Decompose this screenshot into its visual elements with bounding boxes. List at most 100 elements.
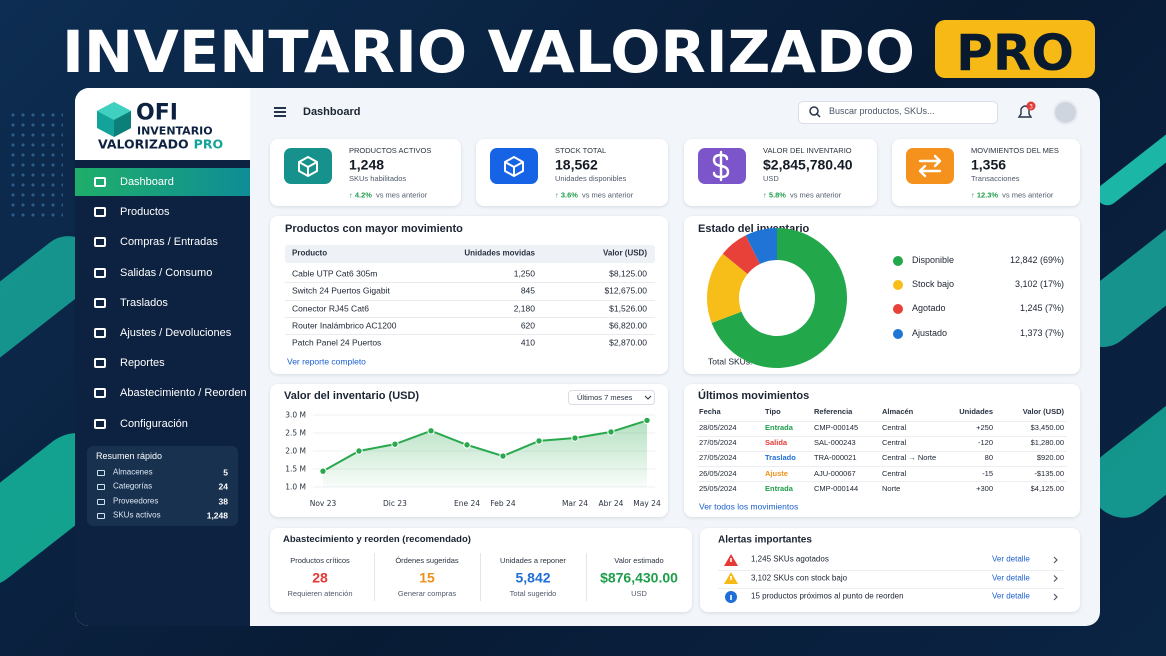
alert-link[interactable]: Ver detalle bbox=[992, 573, 1030, 583]
table-cell: Central bbox=[882, 438, 907, 448]
summary-value: 24 bbox=[218, 481, 228, 492]
legend-dot bbox=[893, 304, 903, 315]
table-cell: 26/05/2024 bbox=[699, 468, 737, 478]
menu-item[interactable]: Salidas / Consumo bbox=[120, 266, 213, 279]
table-cell: $1,526.00 bbox=[609, 302, 647, 313]
menu-item[interactable]: Reportes bbox=[120, 357, 165, 370]
table-cell: 27/05/2024 bbox=[699, 453, 737, 463]
filter-label[interactable]: Últimos 7 meses bbox=[577, 392, 633, 402]
summary-icon bbox=[97, 470, 105, 476]
menu-icon bbox=[94, 237, 106, 248]
legend-label: Disponible bbox=[912, 255, 955, 266]
legend-label: Stock bajo bbox=[912, 279, 955, 290]
search-placeholder[interactable]: Buscar productos, SKUs... bbox=[829, 106, 935, 117]
table-cell: -$135.00 bbox=[1034, 468, 1064, 478]
metric-sub: Requieren atención bbox=[287, 588, 353, 598]
menu-icon bbox=[94, 388, 106, 399]
alert-link[interactable]: Ver detalle bbox=[992, 554, 1030, 564]
table-cell: Central → Norte bbox=[882, 453, 937, 463]
table-cell: 2,180 bbox=[513, 302, 535, 313]
alert-text: 1,245 SKUs agotados bbox=[751, 554, 829, 564]
table-cell: $6,820.00 bbox=[609, 320, 647, 331]
alert-link[interactable]: Ver detalle bbox=[992, 591, 1030, 601]
decor-dots bbox=[8, 110, 63, 220]
decor-stripe bbox=[1092, 112, 1166, 210]
logo-text: VALORIZADO bbox=[98, 136, 189, 152]
kpi-value: 1,248 bbox=[349, 156, 385, 173]
table-cell: Patch Panel 24 Puertos bbox=[292, 337, 382, 348]
top-products-card bbox=[270, 216, 668, 374]
kpi-label: STOCK TOTAL bbox=[555, 145, 607, 155]
kpi-delta-value: ↑ 4.2% bbox=[349, 190, 372, 200]
table-cell: SAL-000243 bbox=[814, 438, 856, 448]
table-cell: Router Inalámbrico AC1200 bbox=[292, 320, 397, 331]
metric-sub: Total sugerido bbox=[509, 588, 557, 598]
row-divider bbox=[285, 282, 655, 284]
legend-label: Agotado bbox=[912, 303, 946, 314]
kpi-label: VALOR DEL INVENTARIO bbox=[763, 145, 852, 155]
alert-text: 3,102 SKUs con stock bajo bbox=[751, 573, 848, 583]
logo-line1: INVENTARIO bbox=[137, 124, 213, 138]
legend-value: 1,245 (7%) bbox=[1019, 303, 1064, 314]
menu-item[interactable]: Abastecimiento / Reorden bbox=[120, 387, 247, 400]
logo-brand: OFI bbox=[136, 100, 178, 126]
link[interactable]: Ver reporte completo bbox=[287, 356, 366, 367]
menu-icon bbox=[94, 207, 106, 218]
hamburger-line bbox=[274, 115, 286, 117]
menu-item[interactable]: Productos bbox=[120, 206, 170, 219]
menu-item[interactable]: Ajustes / Devoluciones bbox=[120, 326, 232, 339]
alert-text: 15 productos próximos al punto de reorde… bbox=[751, 591, 904, 601]
legend-value: 12,842 (69%) bbox=[1009, 255, 1064, 266]
card-title: Alertas importantes bbox=[718, 534, 812, 546]
hamburger-line bbox=[274, 107, 286, 109]
legend-dot bbox=[893, 280, 903, 291]
table-cell: $8,125.00 bbox=[609, 268, 647, 279]
row-divider bbox=[285, 316, 655, 318]
kpi-icon-bg bbox=[490, 148, 538, 184]
table-cell: 28/05/2024 bbox=[699, 422, 737, 432]
kpi-value: 1,356 bbox=[971, 156, 1007, 173]
table-header: Unidades bbox=[959, 406, 993, 416]
hamburger-line bbox=[274, 111, 286, 113]
table-header: Valor (USD) bbox=[602, 248, 647, 258]
kpi-sub: SKUs habilitados bbox=[349, 173, 407, 183]
row-divider bbox=[285, 299, 655, 301]
kpi-delta-note: vs mes anterior bbox=[789, 190, 842, 200]
menu-icon bbox=[94, 418, 106, 429]
status-card bbox=[684, 216, 1080, 374]
table-cell: Cable UTP Cat6 305m bbox=[292, 268, 378, 279]
table-cell: +250 bbox=[976, 422, 993, 432]
menu-item[interactable]: Dashboard bbox=[120, 175, 174, 188]
menu-item[interactable]: Compras / Entradas bbox=[120, 236, 218, 249]
kpi-sub: USD bbox=[763, 173, 779, 183]
menu-icon bbox=[94, 297, 106, 308]
menu-item[interactable]: Configuración bbox=[120, 417, 188, 430]
table-header: Valor (USD) bbox=[1022, 406, 1064, 416]
summary-label: SKUs activos bbox=[113, 510, 161, 520]
table-cell: 25/05/2024 bbox=[699, 483, 737, 493]
total-label: Total SKUs: 18,562 bbox=[708, 356, 781, 367]
kpi-delta: ↑ 4.2% vs mes anterior bbox=[349, 191, 427, 200]
kpi-delta-value: ↑ 3.6% bbox=[555, 190, 578, 200]
table-cell: 80 bbox=[984, 453, 993, 463]
menu-icon bbox=[94, 177, 106, 187]
link[interactable]: Ver todos los movimientos bbox=[699, 501, 799, 512]
summary-value: 38 bbox=[218, 496, 228, 507]
menu-item[interactable]: Traslados bbox=[120, 296, 168, 309]
table-cell: Entrada bbox=[765, 422, 793, 432]
table-cell: 1,250 bbox=[513, 268, 535, 279]
metric-label: Unidades a reponer bbox=[500, 555, 566, 565]
table-header: Almacén bbox=[882, 406, 914, 416]
table-cell: CMP-000145 bbox=[814, 422, 859, 432]
summary-label: Almacenes bbox=[113, 467, 153, 477]
row-divider bbox=[697, 435, 1067, 437]
kpi-delta-value: ↑ 12.3% bbox=[971, 190, 999, 200]
table-cell: Salida bbox=[765, 438, 788, 448]
page-title: Dashboard bbox=[303, 105, 361, 118]
kpi-label: MOVIMIENTOS DEL MES bbox=[971, 145, 1059, 155]
metric-value: 5,842 bbox=[515, 569, 551, 586]
search-box bbox=[798, 101, 998, 124]
card-title: Productos con mayor movimiento bbox=[285, 222, 463, 235]
column-divider bbox=[586, 553, 587, 601]
table-cell: 410 bbox=[520, 337, 535, 348]
